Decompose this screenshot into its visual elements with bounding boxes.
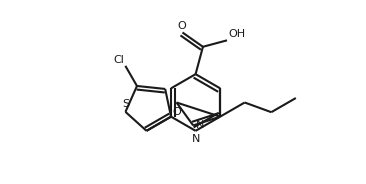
Text: O: O [172, 107, 181, 117]
Text: OH: OH [228, 29, 245, 39]
Text: O: O [177, 21, 186, 31]
Text: N: N [191, 134, 200, 144]
Text: Cl: Cl [113, 55, 124, 65]
Text: S: S [122, 99, 129, 109]
Text: N: N [196, 120, 205, 130]
